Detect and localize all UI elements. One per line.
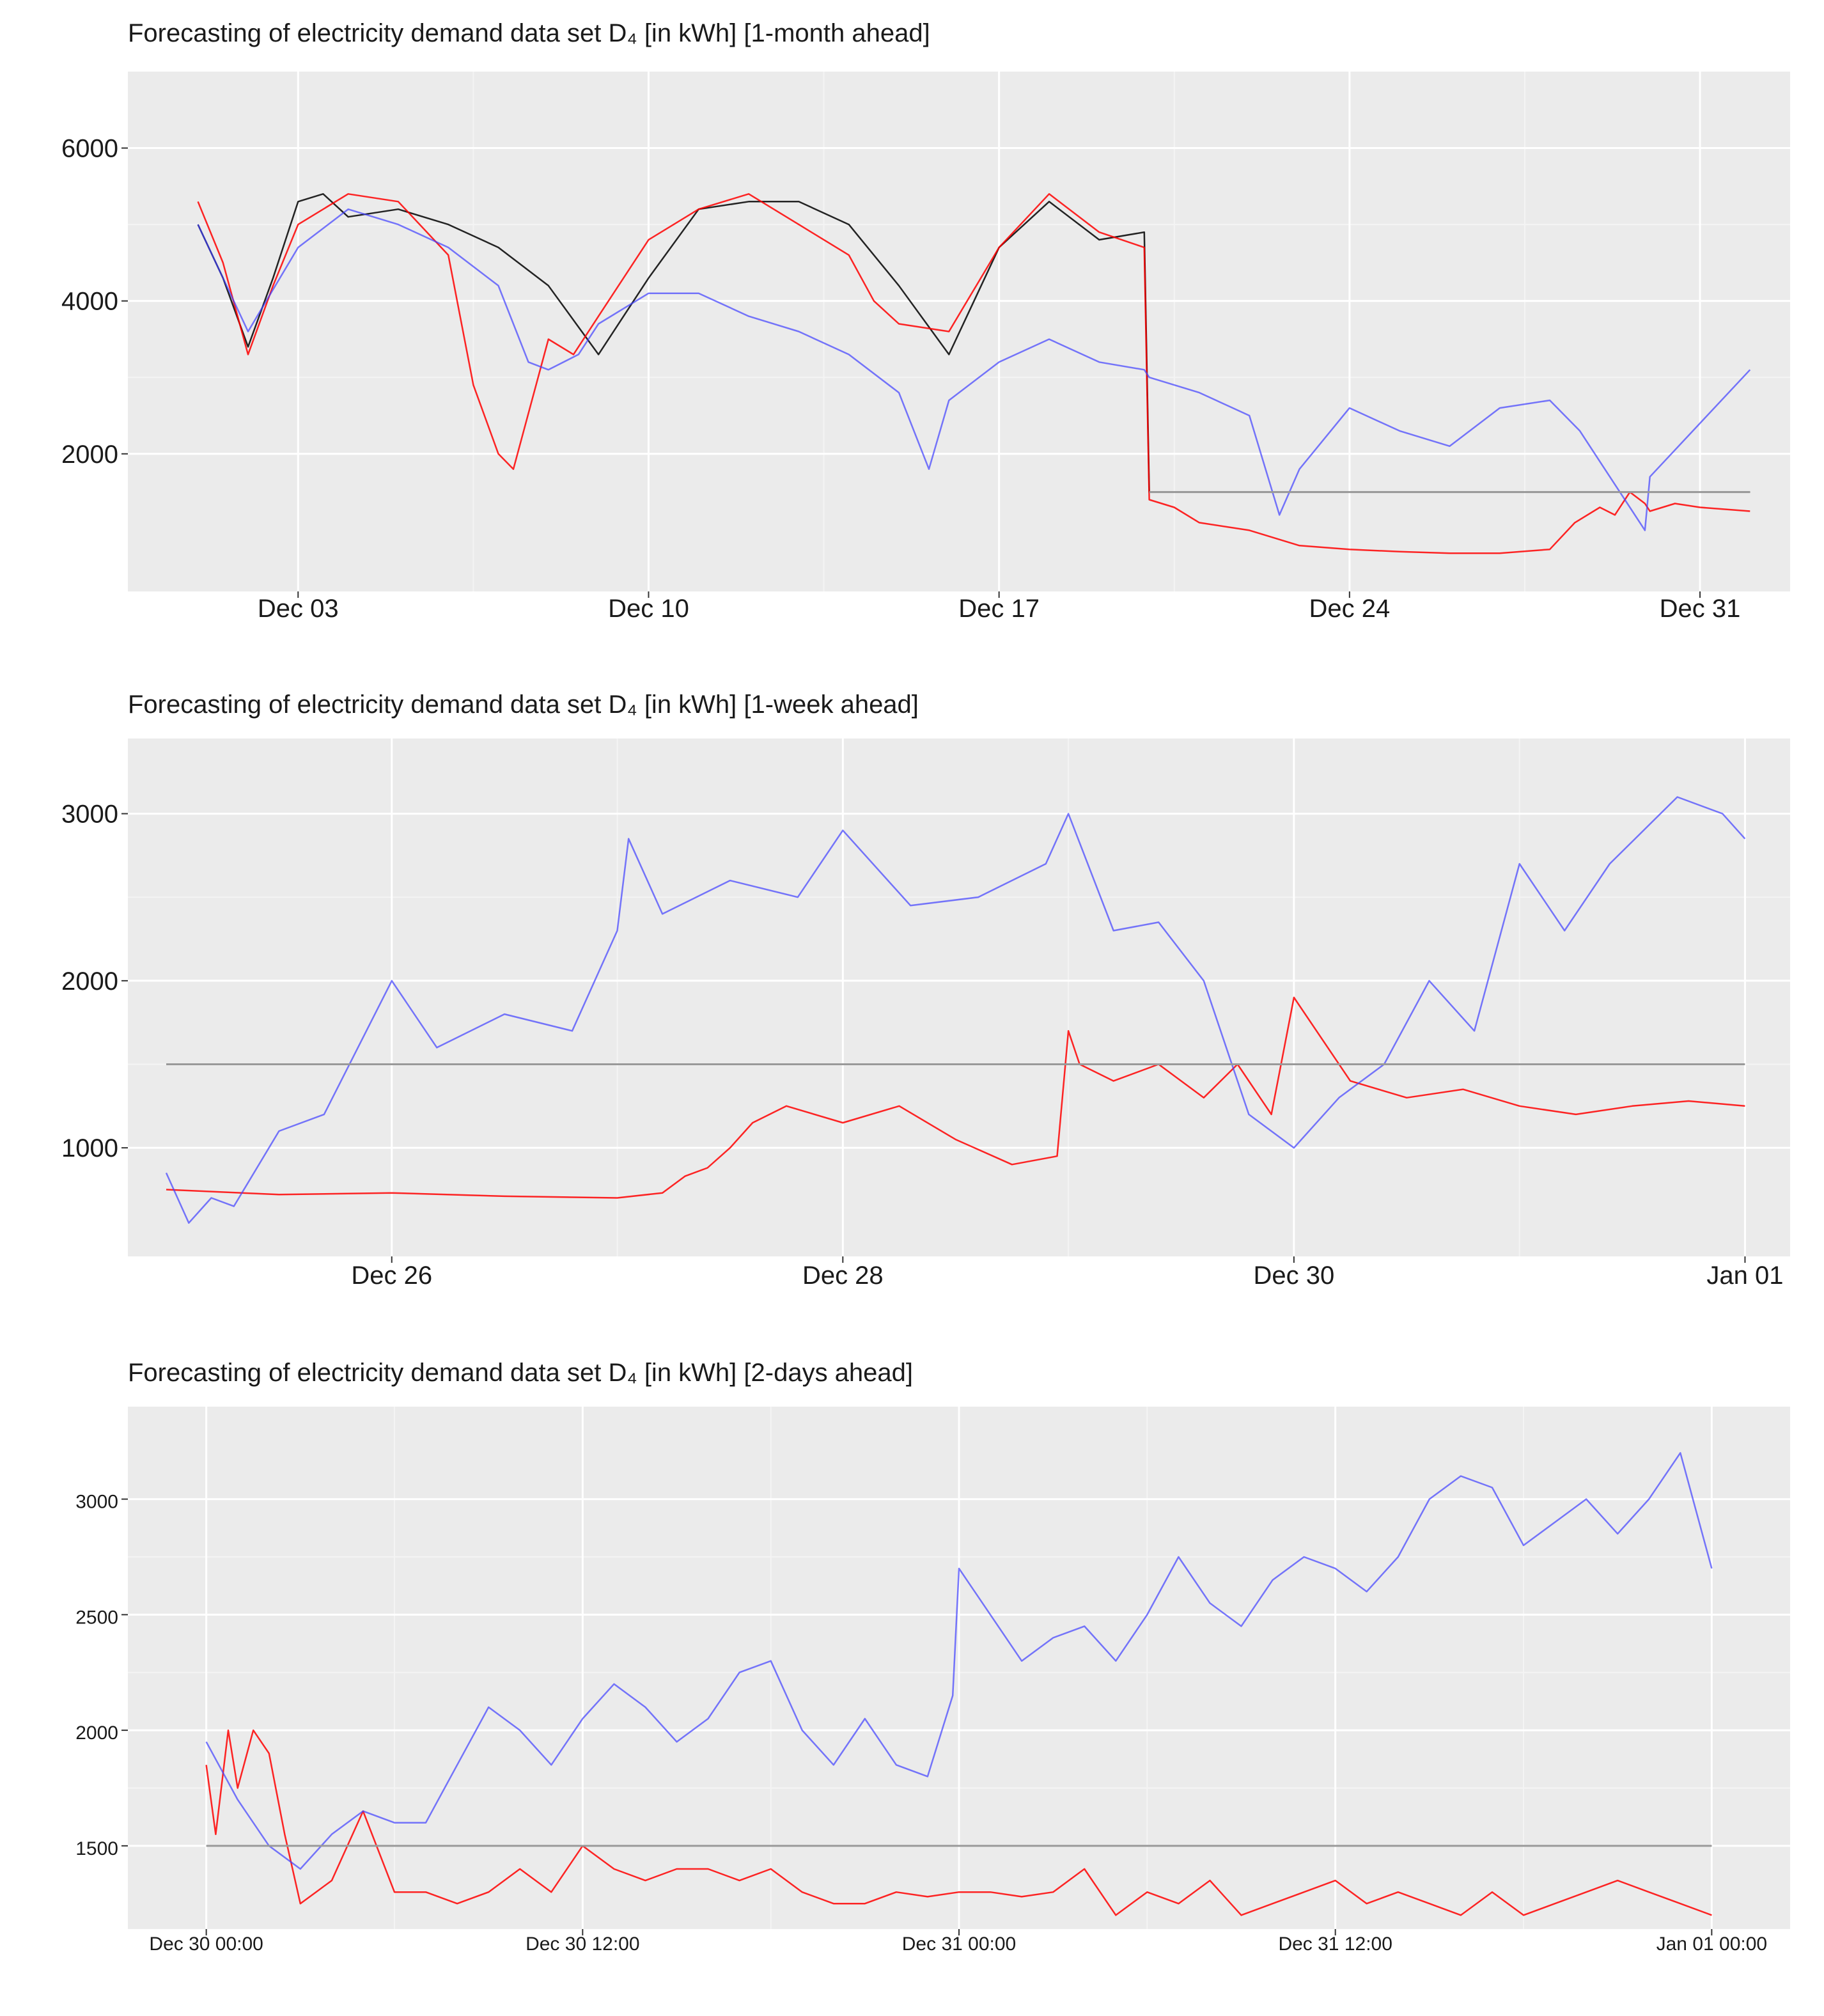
series-line-forecast-blue <box>205 1452 1713 1870</box>
x-tick-label: Dec 26 <box>351 1262 432 1290</box>
y-tick-label: 2000 <box>61 441 118 469</box>
y-tick-label: 2500 <box>75 1607 118 1628</box>
chart-title: Forecasting of electricity demand data s… <box>128 1359 914 1387</box>
chart-plot: 1500 2000 2500 3000 Dec 30 00:00 Dec 30 12:00… <box>75 1407 1790 1955</box>
series-line-forecast-blue <box>197 208 1751 531</box>
x-tick-label: Dec 30 00:00 <box>149 1934 263 1955</box>
x-tick-label: Dec 10 <box>608 595 689 623</box>
x-tick-label: Dec 31 <box>1660 595 1741 623</box>
x-tick-label: Jan 01 00:00 <box>1656 1934 1767 1955</box>
series-line-forecast-red <box>166 996 1745 1199</box>
y-tick-label: 1500 <box>75 1838 118 1859</box>
y-tick-label: 4000 <box>61 288 118 316</box>
x-tick-label: Dec 28 <box>802 1262 884 1290</box>
y-tick-label: 2000 <box>61 967 118 996</box>
x-tick-label: Dec 24 <box>1309 595 1390 623</box>
x-tick-label: Dec 30 12:00 <box>526 1934 639 1955</box>
chart-title: Forecasting of electricity demand data s… <box>128 19 930 47</box>
chart-plot: 1000 2000 3000 Dec 26 Dec 28 Dec 30 Jan 01 <box>61 738 1790 1290</box>
y-tick-label: 3000 <box>61 801 118 829</box>
plot-background <box>128 738 1790 1256</box>
y-tick-label: 1000 <box>61 1134 118 1162</box>
x-tick-label: Dec 31 00:00 <box>902 1934 1016 1955</box>
series-line-forecast-blue <box>165 796 1746 1224</box>
x-tick-label: Dec 31 12:00 <box>1278 1934 1392 1955</box>
series-line-forecast-red <box>205 1729 1712 1916</box>
chart-panel-2-days: Forecasting of electricity demand data s… <box>0 1333 1824 2016</box>
y-tick-label: 2000 <box>75 1723 118 1744</box>
x-tick-label: Dec 17 <box>958 595 1040 623</box>
series-line-forecast-red <box>197 193 1750 554</box>
chart-title: Forecasting of electricity demand data s… <box>128 691 919 719</box>
x-tick-label: Jan 01 <box>1706 1262 1783 1290</box>
chart-plot: 2000 4000 6000 Dec 03 Dec 10 Dec 17 Dec 24 Dec … <box>61 72 1790 623</box>
chart-panel-1-month: Forecasting of electricity demand data s… <box>0 0 1824 646</box>
x-tick-label: Dec 03 <box>258 595 339 623</box>
x-tick-label: Dec 30 <box>1254 1262 1335 1290</box>
y-tick-label: 3000 <box>75 1492 118 1513</box>
y-tick-label: 6000 <box>61 135 118 163</box>
chart-panel-1-week: Forecasting of electricity demand data s… <box>0 665 1824 1324</box>
